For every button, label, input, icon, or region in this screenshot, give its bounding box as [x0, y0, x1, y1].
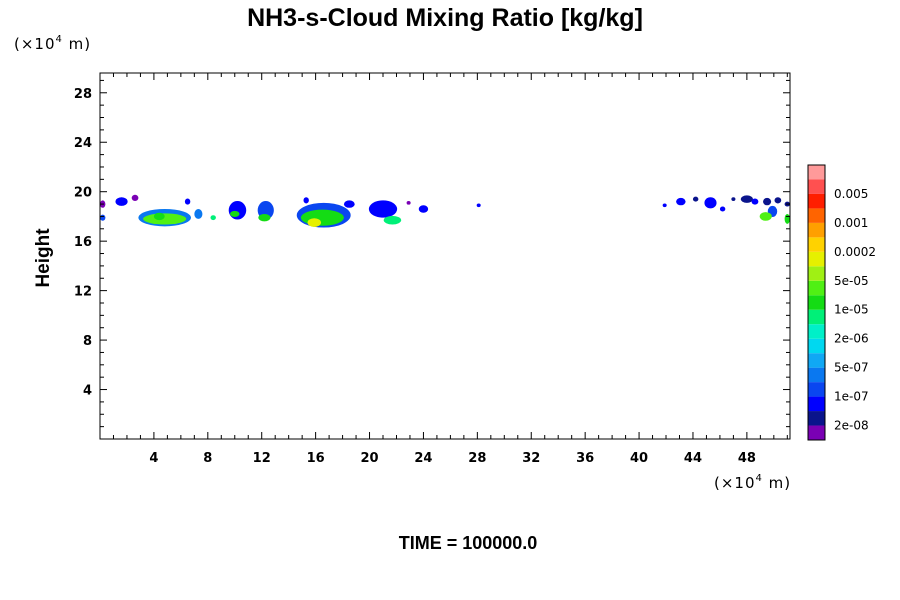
cloud-cell-29 — [731, 197, 736, 201]
chart-title: NH3-s-Cloud Mixing Ratio [kg/kg] — [247, 4, 643, 32]
x-tick-label: 4 — [149, 451, 158, 466]
y-tick-label: 20 — [74, 186, 92, 201]
colorbar-label: 1e-05 — [834, 303, 869, 317]
cloud-cell-17 — [307, 218, 322, 227]
colorbar-swatch — [808, 179, 825, 194]
cloud-cell-3 — [131, 194, 139, 201]
colorbar-label: 1e-07 — [834, 390, 869, 404]
cloud-cell-2 — [115, 197, 128, 206]
y-axis-unit: (×104 m) — [14, 34, 91, 53]
x-tick-label: 32 — [522, 451, 540, 466]
cloud-cell-18 — [343, 200, 355, 208]
cloud-cell-30 — [740, 195, 753, 203]
colorbar-label: 2e-06 — [834, 332, 869, 346]
colorbar-swatch — [808, 266, 825, 281]
y-axis: 4 8 12 16 20 24 28 — [74, 79, 790, 428]
x-tick-label: 24 — [414, 451, 432, 466]
colorbar: 2e-08 1e-07 5e-07 2e-06 1e-05 5e-05 0.0002 0.00… — [807, 164, 876, 441]
y-tick-label: 12 — [74, 285, 92, 300]
colorbar-swatch — [808, 367, 825, 383]
colorbar-swatch — [808, 382, 825, 397]
colorbar-swatch — [808, 237, 825, 252]
cloud-cell-37 — [784, 213, 790, 224]
cloud-cell-10 — [228, 200, 247, 220]
cloud-cell-24 — [662, 203, 667, 208]
x-tick-label: 8 — [203, 451, 212, 466]
cloud-cell-23 — [476, 203, 481, 208]
y-tick-label: 8 — [83, 334, 92, 349]
colorbar-label: 5e-07 — [834, 361, 869, 375]
cloud-cell-8 — [194, 209, 203, 219]
x-tick-label: 48 — [738, 451, 756, 466]
cloud-cell-19 — [368, 200, 398, 218]
colorbar-swatch — [808, 280, 825, 296]
colorbar-frame — [807, 164, 826, 441]
colorbar-swatch — [808, 309, 825, 325]
y-tick-label: 4 — [83, 384, 92, 399]
x-tick-label: 16 — [307, 451, 325, 466]
cloud-cell-13 — [258, 213, 271, 222]
x-tick-label: 36 — [576, 451, 594, 466]
x-tick-label: 20 — [360, 451, 378, 466]
colorbar-label: 2e-08 — [834, 419, 869, 433]
colorbar-swatch — [808, 165, 825, 180]
cloud-cell-7 — [184, 198, 191, 205]
cloud-cell-22 — [418, 205, 429, 213]
cloud-cell-5 — [143, 213, 187, 225]
y-tick-label: 28 — [74, 87, 92, 102]
cloud-cell-26 — [692, 196, 699, 202]
colorbar-swatch — [808, 411, 825, 426]
colorbar-swatch — [808, 338, 825, 354]
x-tick-label: 40 — [630, 451, 648, 466]
y-axis-label: Height — [33, 228, 54, 288]
cloud-cell-21 — [406, 200, 411, 205]
x-axis-unit: (×104 m) — [714, 473, 791, 492]
cloud-cell-25 — [676, 197, 686, 206]
cloud-cell-16 — [300, 209, 344, 226]
colorbar-swatch — [808, 193, 825, 209]
colorbar-swatch — [808, 208, 825, 223]
colorbar-swatch — [808, 222, 825, 238]
cloud-cell-33 — [774, 197, 782, 204]
cloud-cell-14 — [303, 197, 309, 204]
x-tick-label: 12 — [253, 451, 271, 466]
cloud-cell-35 — [759, 212, 772, 221]
cloud-cell-11 — [230, 210, 240, 218]
y-tick-label: 16 — [74, 235, 92, 250]
cloud-cell-31 — [751, 198, 759, 205]
x-tick-label: 28 — [468, 451, 486, 466]
cloud-cell-27 — [704, 197, 717, 209]
time-label: TIME = 100000.0 — [399, 533, 538, 553]
colorbar-swatch — [808, 251, 825, 267]
plot-data-layer — [100, 194, 790, 228]
x-axis: 4 8 12 16 20 24 28 32 36 40 44 48 — [112, 73, 788, 466]
cloud-cell-20 — [383, 215, 402, 225]
colorbar-label: 5e-05 — [834, 274, 869, 288]
colorbar-swatch — [808, 353, 825, 368]
cloud-cell-6 — [153, 212, 165, 221]
y-tick-label: 24 — [74, 136, 92, 151]
colorbar-swatch — [808, 396, 825, 412]
colorbar-swatch — [808, 425, 825, 440]
colorbar-swatch — [808, 295, 825, 310]
x-tick-label: 44 — [684, 451, 702, 466]
cloud-cell-1 — [100, 214, 106, 221]
cloud-cell-32 — [763, 197, 772, 206]
plot-frame — [99, 72, 791, 440]
colorbar-label: 0.005 — [834, 187, 868, 201]
cloud-cell-9 — [210, 215, 216, 221]
colorbar-label: 0.001 — [834, 216, 868, 230]
colorbar-label: 0.0002 — [834, 245, 876, 259]
cloud-cell-28 — [719, 206, 726, 212]
colorbar-swatch — [808, 324, 825, 339]
